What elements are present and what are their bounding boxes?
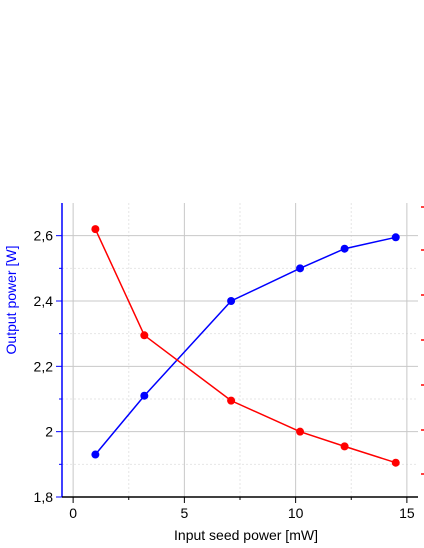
series-line-0 xyxy=(94,236,396,456)
series-1-point-5 xyxy=(391,458,400,467)
y-tick-label-1: 2 xyxy=(45,424,53,440)
series-line-1 xyxy=(94,228,396,464)
y-tick-label-4: 2,6 xyxy=(34,228,54,244)
x-tick-label-1: 5 xyxy=(180,505,188,521)
series-0-point-2 xyxy=(227,297,236,305)
x-tick-label-0: 0 xyxy=(69,505,77,521)
series-0-point-3 xyxy=(296,264,305,273)
grid xyxy=(62,203,418,497)
series-0-point-1 xyxy=(140,391,149,400)
ticks: 0 5 10 15 1,8 2 2,2 2,4 2,6 xyxy=(34,206,424,521)
series-0-point-4 xyxy=(340,244,349,253)
series-1-point-0 xyxy=(91,225,100,234)
series-1-point-4 xyxy=(340,442,349,451)
y-axis-title: Output power [W] xyxy=(3,246,19,355)
x-tick-label-2: 10 xyxy=(288,505,304,521)
y-tick-label-3: 2,4 xyxy=(34,293,54,309)
y-tick-label-0: 1,8 xyxy=(34,489,54,505)
series-0-point-0 xyxy=(91,450,100,459)
series-1-point-1 xyxy=(140,331,149,340)
series xyxy=(91,225,400,467)
series-1-point-3 xyxy=(296,427,305,436)
series-0-point-5 xyxy=(391,233,400,242)
x-axis-title: Input seed power [mW] xyxy=(174,527,318,543)
y-tick-label-2: 2,2 xyxy=(34,358,54,374)
series-1-point-2 xyxy=(227,396,236,405)
x-tick-label-3: 15 xyxy=(399,505,415,521)
